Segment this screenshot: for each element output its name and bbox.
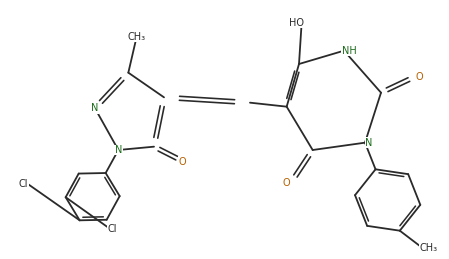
Text: O: O <box>415 72 423 82</box>
Text: HO: HO <box>289 18 304 28</box>
Text: CH₃: CH₃ <box>420 243 438 253</box>
Text: N: N <box>91 103 99 113</box>
Text: NH: NH <box>342 46 357 56</box>
Text: O: O <box>179 157 186 167</box>
Text: O: O <box>283 178 291 188</box>
Text: N: N <box>365 138 373 148</box>
Text: Cl: Cl <box>108 224 117 234</box>
Text: CH₃: CH₃ <box>128 32 146 42</box>
Text: N: N <box>114 145 122 155</box>
Text: Cl: Cl <box>18 179 28 189</box>
